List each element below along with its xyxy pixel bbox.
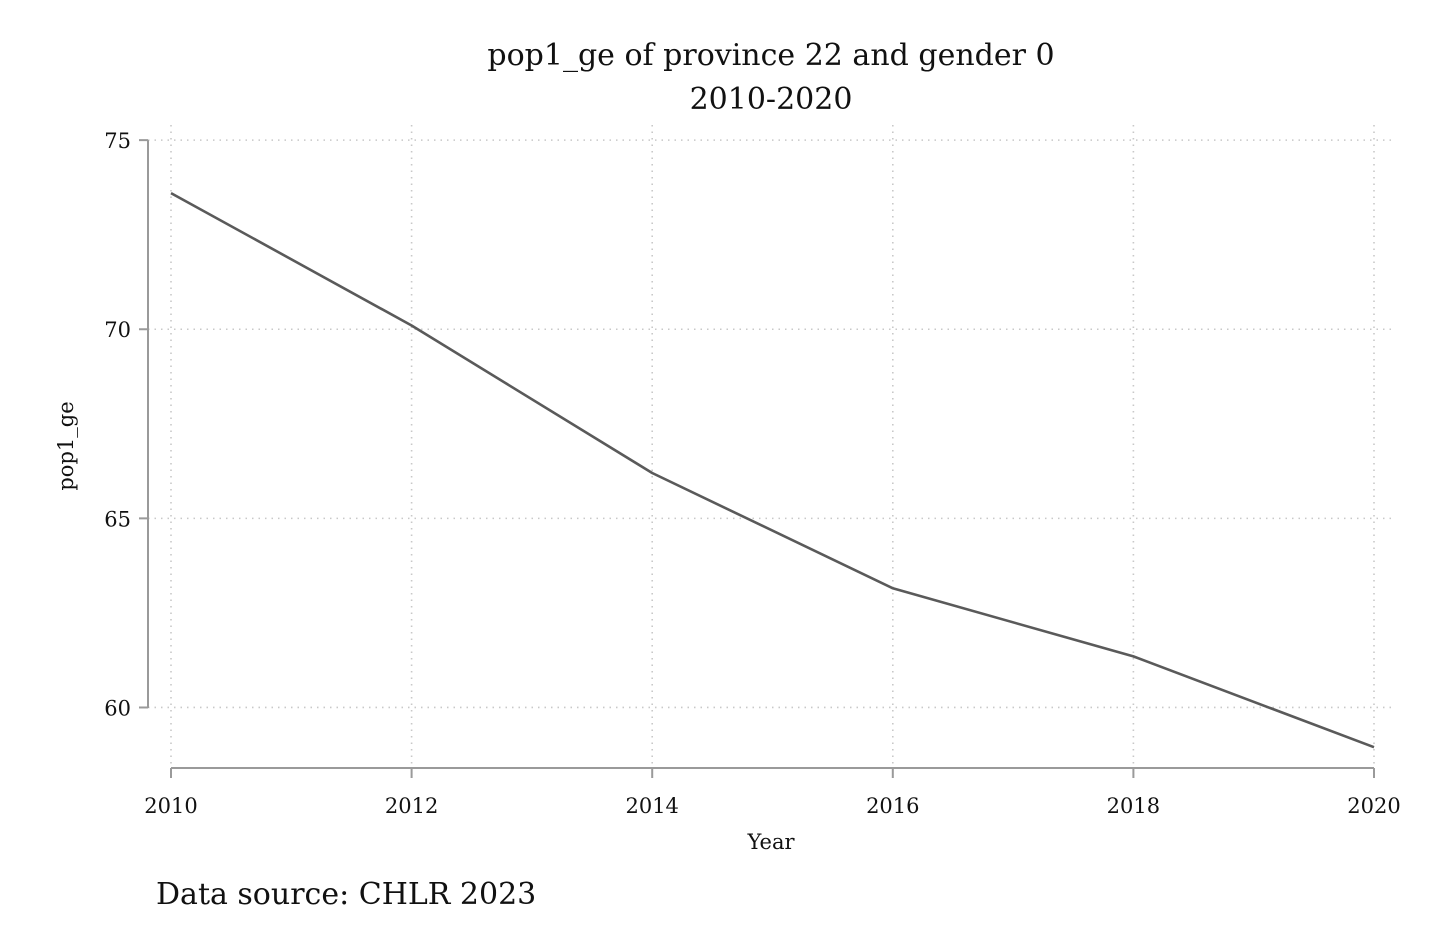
x-tick-label: 2012 xyxy=(385,794,438,818)
series-line xyxy=(170,191,1375,749)
gridlines xyxy=(148,125,1395,768)
x-tick-label: 2014 xyxy=(625,794,678,818)
x-tick-label: 2020 xyxy=(1347,794,1400,818)
axes xyxy=(139,139,1375,778)
y-tick-label: 60 xyxy=(104,696,131,720)
data-source-note: Data source: CHLR 2023 xyxy=(156,877,536,912)
series-layer xyxy=(170,191,1375,749)
y-tick-label: 70 xyxy=(104,318,131,342)
x-axis-title: Year xyxy=(746,830,795,854)
x-tick-label: 2016 xyxy=(866,794,919,818)
x-tick-label: 2018 xyxy=(1107,794,1160,818)
chart-subtitle: 2010-2020 xyxy=(690,82,853,117)
y-axis-title: pop1_ge xyxy=(54,401,78,490)
y-tick-label: 65 xyxy=(104,507,131,531)
y-tick-label: 75 xyxy=(104,129,131,153)
chart-title: pop1_ge of province 22 and gender 0 xyxy=(487,38,1054,73)
x-tick-label: 2010 xyxy=(144,794,197,818)
tick-labels: 60 65 70 75 2010 2012 2014 2016 2018 2020 xyxy=(104,129,1400,818)
